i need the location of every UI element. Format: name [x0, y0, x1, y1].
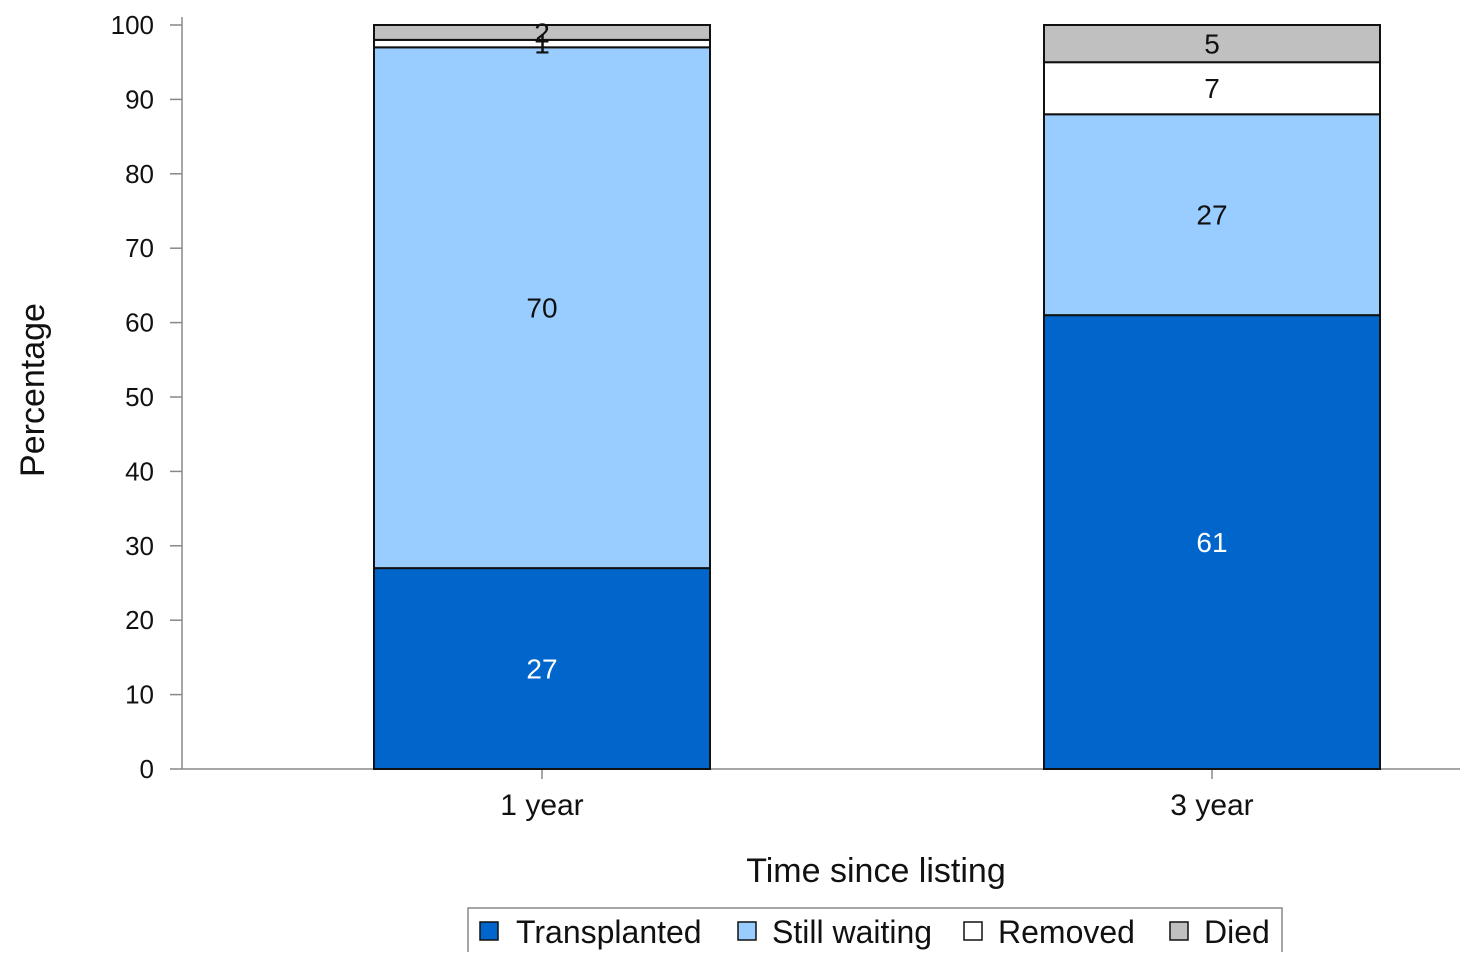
bar-segment-removed: [1043, 61, 1381, 116]
legend-swatch: [1169, 921, 1189, 941]
y-tick-label: 90: [125, 84, 154, 114]
y-tick-label: 30: [125, 531, 154, 561]
bar-segment-died: [373, 24, 711, 41]
legend-swatch: [963, 921, 983, 941]
y-tick-label: 100: [111, 10, 154, 40]
x-axis-title: Time since listing: [746, 852, 1005, 890]
data-label: 2: [534, 17, 550, 48]
bars-layer: [373, 24, 1381, 770]
x-tick-label: 1 year: [500, 789, 583, 822]
y-tick-label: 60: [125, 308, 154, 338]
data-label: 70: [526, 293, 557, 324]
legend-label: Removed: [998, 914, 1135, 950]
legend: Transplanted Still waiting Removed Died: [467, 907, 1283, 955]
data-label: 27: [526, 654, 557, 685]
data-label: 61: [1196, 527, 1227, 558]
y-tick-label: 50: [125, 382, 154, 412]
legend-box: [467, 907, 1283, 955]
bar-segment-still-waiting: [1043, 113, 1381, 317]
y-tick-label: 40: [125, 456, 154, 486]
y-axis-title: Percentage: [14, 303, 52, 477]
y-tick-label: 80: [125, 159, 154, 189]
axes-layer: 0 10 20 30 40 50 60 70 80 90 100 1 year 3 year: [111, 10, 1460, 822]
legend-label: Transplanted: [516, 914, 702, 950]
x-tick-label: 3 year: [1170, 789, 1253, 822]
data-label: 1: [534, 29, 550, 60]
y-tick-label: 10: [125, 680, 154, 710]
legend-label: Still waiting: [772, 914, 932, 950]
bar-segment-died: [1043, 24, 1381, 64]
bar-segment-still-waiting: [373, 46, 711, 570]
legend-swatch: [479, 921, 499, 941]
y-tick-label: 0: [140, 754, 154, 784]
legend-label: Died: [1204, 914, 1270, 950]
labels-layer: 27 70 12 61 27 7 5: [526, 17, 1227, 684]
y-tick-label: 20: [125, 605, 154, 635]
legend-swatch: [737, 921, 757, 941]
y-tick-label: 70: [125, 233, 154, 263]
bar-segment-transplanted: [373, 567, 711, 770]
data-label: 27: [1196, 200, 1227, 231]
data-label: 7: [1204, 73, 1220, 104]
bar-segment-transplanted: [1043, 314, 1381, 770]
data-label: 5: [1204, 29, 1220, 60]
